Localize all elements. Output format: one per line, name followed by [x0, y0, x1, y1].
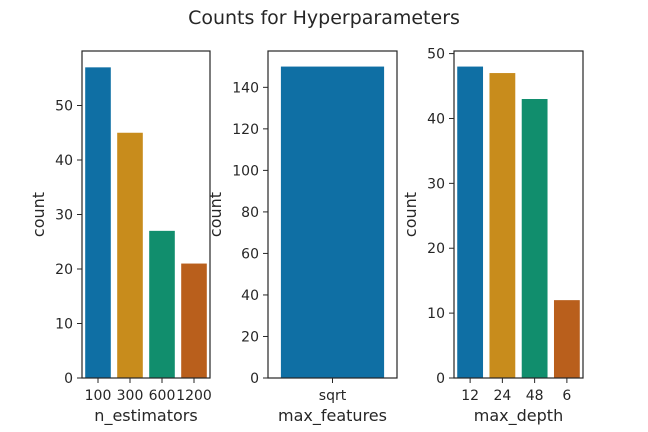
x-tick-label: 600 [149, 388, 176, 404]
x-axis-label: max_depth [474, 406, 563, 426]
axes-frame [267, 50, 398, 379]
x-axis-label: max_features [278, 406, 387, 426]
y-axis-label: count [206, 192, 225, 237]
bar-100 [85, 67, 111, 378]
x-tick-label: 48 [526, 388, 544, 404]
subplot-2: sqrt 0 20 40 60 80 100 120 140 max_features count [206, 50, 398, 426]
subplot-3: 12 24 48 6 0 10 20 30 40 50 max_depth count [401, 47, 584, 426]
y-tick-label: 120 [232, 122, 259, 138]
y-tick-label: 80 [241, 205, 259, 221]
figure-title: Counts for Hyperparameters [188, 7, 460, 29]
y-tick-label: 20 [427, 241, 445, 257]
y-axis-label: count [29, 192, 48, 237]
axes-frame [453, 50, 584, 379]
axes-frame [81, 50, 211, 379]
y-tick-label: 0 [64, 371, 73, 387]
y-tick-label: 140 [232, 80, 259, 96]
y-tick-label: 40 [241, 288, 259, 304]
bar-6 [553, 300, 580, 378]
bar-48 [521, 99, 548, 378]
bar-24 [489, 73, 516, 378]
y-tick-label: 20 [241, 329, 259, 345]
y-tick-label: 0 [250, 371, 259, 387]
y-tick-label: 50 [427, 47, 445, 63]
x-tick-label: 300 [117, 388, 144, 404]
x-tick-label: 6 [562, 388, 571, 404]
x-axis-label: n_estimators [94, 406, 197, 426]
y-tick-label: 50 [55, 99, 73, 115]
bar-1200 [181, 263, 207, 378]
y-tick-label: 40 [55, 153, 73, 169]
y-tick-label: 100 [232, 163, 259, 179]
y-tick-label: 30 [427, 176, 445, 192]
x-tick-label: 100 [85, 388, 112, 404]
bar-600 [149, 230, 175, 378]
subplot-1: 100 300 600 1200 0 10 20 30 40 50 n_estimators coun… [29, 50, 212, 426]
y-tick-label: 10 [55, 317, 73, 333]
bar-300 [117, 132, 143, 378]
y-tick-label: 20 [55, 262, 73, 278]
y-tick-label: 10 [427, 306, 445, 322]
x-tick-label: 24 [493, 388, 511, 404]
bar-sqrt [280, 66, 385, 378]
x-tick-label: 1200 [176, 388, 212, 404]
y-tick-label: 0 [436, 371, 445, 387]
x-tick-label: 12 [461, 388, 479, 404]
y-axis-label: count [401, 192, 420, 237]
y-tick-label: 40 [427, 111, 445, 127]
y-tick-label: 60 [241, 246, 259, 262]
x-tick-label: sqrt [319, 388, 347, 404]
y-tick-label: 30 [55, 208, 73, 224]
bar-12 [457, 66, 484, 378]
